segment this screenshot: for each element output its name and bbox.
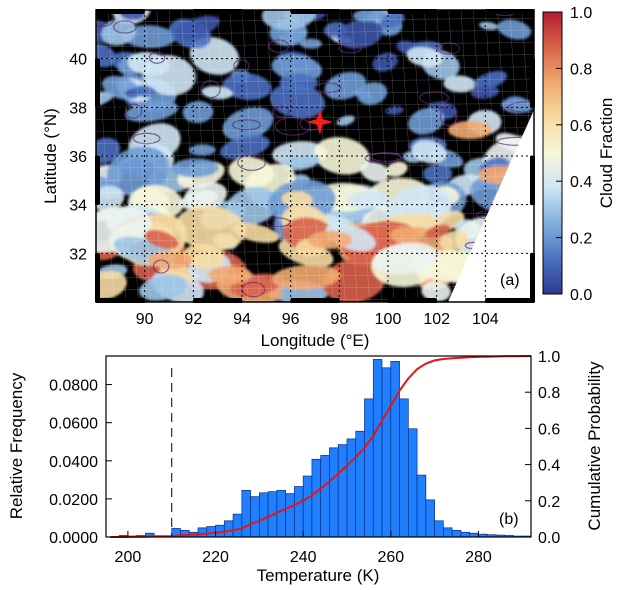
- histogram-bar: [241, 489, 251, 538]
- histogram-bar: [390, 360, 400, 538]
- histogram-y-tick-label: 0.0400: [49, 454, 98, 471]
- histogram-y2-tick-label: 0.0: [538, 530, 560, 547]
- no-data-region: [448, 110, 534, 302]
- map-x-tick-label: 92: [184, 311, 202, 328]
- map-y-tick-label: 34: [69, 198, 87, 215]
- histogram-x-tick-label: 240: [290, 549, 317, 566]
- histogram-bar: [250, 496, 260, 538]
- histogram-bar: [364, 398, 374, 538]
- histogram-bar: [381, 367, 392, 538]
- histogram-bar: [434, 520, 444, 538]
- map-y-tick-label: 40: [69, 52, 87, 69]
- location-star-marker: [306, 108, 333, 135]
- map-x-tick-label: 100: [375, 311, 402, 328]
- histogram-frame: [105, 355, 532, 538]
- histogram-y-tick-label: 0.0200: [49, 492, 98, 509]
- histogram-bar: [355, 430, 365, 538]
- histogram-x-tick-label: 200: [115, 549, 142, 566]
- histogram-y2-tick-label: 0.2: [538, 494, 560, 511]
- histogram-y2-tick-label: 0.4: [538, 458, 560, 475]
- histogram-x-tick-label: 260: [377, 549, 404, 566]
- histogram-bar: [329, 447, 339, 538]
- cloud-fraction-field: [96, 10, 534, 302]
- colorbar-tick-label: 1.0: [570, 5, 592, 22]
- map-y-tick-label: 36: [69, 149, 87, 166]
- colorbar-tick-label: 0.6: [570, 118, 592, 135]
- histogram-bar: [399, 398, 409, 538]
- histogram-bar: [302, 475, 313, 538]
- histogram-y2-axis-label: Cumulative Probability: [585, 361, 604, 531]
- histogram-y-tick-label: 0.0600: [49, 416, 98, 433]
- colorbar-gradient: [542, 11, 563, 295]
- cumulative-probability-line: [110, 355, 532, 538]
- histogram-panel: 200 220 240 260 280 0.0000 0.0200 0.0400 0.0600…: [7, 349, 604, 585]
- map-y-tick-label: 38: [69, 100, 87, 117]
- colorbar-label: Cloud Fraction: [597, 98, 616, 209]
- histogram-bar: [416, 474, 427, 538]
- histogram-x-tick-label: 220: [202, 549, 229, 566]
- histogram-bar: [276, 489, 286, 538]
- histogram-bar: [460, 531, 471, 538]
- histogram-y2-tick-label: 0.6: [538, 421, 560, 438]
- histogram-y-axis-label: Relative Frequency: [7, 372, 26, 519]
- histogram-bar: [311, 458, 322, 538]
- histogram-bar: [285, 493, 295, 538]
- histogram-bar: [320, 455, 330, 538]
- colorbar: 0.0 0.2 0.4 0.6 0.8 1.0 Cloud Fraction: [542, 5, 616, 304]
- histogram-bar: [407, 428, 418, 538]
- histogram-bar: [451, 529, 462, 538]
- colorbar-tick-label: 0.8: [570, 61, 592, 78]
- histogram-bar: [223, 520, 234, 538]
- map-panel: 90 92 94 96 98 100 102 104 32 34 36 38 40 Longitude…: [41, 9, 535, 350]
- histogram-bar: [346, 438, 357, 538]
- histogram-bar: [206, 526, 216, 538]
- panel-a-label: (a): [500, 272, 520, 289]
- histogram-bar: [443, 527, 453, 538]
- map-x-tick-label: 94: [233, 311, 251, 328]
- histogram-x-tick-label: 280: [465, 549, 492, 566]
- histogram-y-tick-label: 0.0000: [49, 530, 98, 547]
- map-x-tick-label: 90: [136, 311, 154, 328]
- histogram-bar: [294, 486, 304, 538]
- histogram-bar: [232, 513, 243, 538]
- colorbar-tick-label: 0.0: [570, 287, 592, 304]
- histogram-y-tick-label: 0.0800: [49, 378, 98, 395]
- histogram-bar: [197, 527, 208, 538]
- histogram-bar: [425, 499, 435, 538]
- histogram-bar: [337, 444, 348, 538]
- map-x-tick-label: 96: [282, 311, 300, 328]
- panel-b-label: (b): [499, 511, 519, 528]
- map-x-axis-label: Longitude (°E): [261, 331, 370, 350]
- histogram-bar: [372, 359, 383, 538]
- map-x-tick-label: 98: [330, 311, 348, 328]
- map-y-axis-label: Latitude (°N): [41, 108, 60, 204]
- map-y-tick-label: 32: [69, 246, 87, 263]
- histogram-x-axis-label: Temperature (K): [257, 566, 380, 585]
- map-x-tick-label: 102: [423, 311, 450, 328]
- histogram-y2-tick-label: 1.0: [538, 349, 560, 366]
- colorbar-tick-label: 0.2: [570, 231, 592, 248]
- colorbar-tick-label: 0.4: [570, 174, 592, 191]
- histogram-bar: [259, 492, 269, 538]
- map-x-tick-label: 104: [472, 311, 499, 328]
- histogram-y2-tick-label: 0.8: [538, 385, 560, 402]
